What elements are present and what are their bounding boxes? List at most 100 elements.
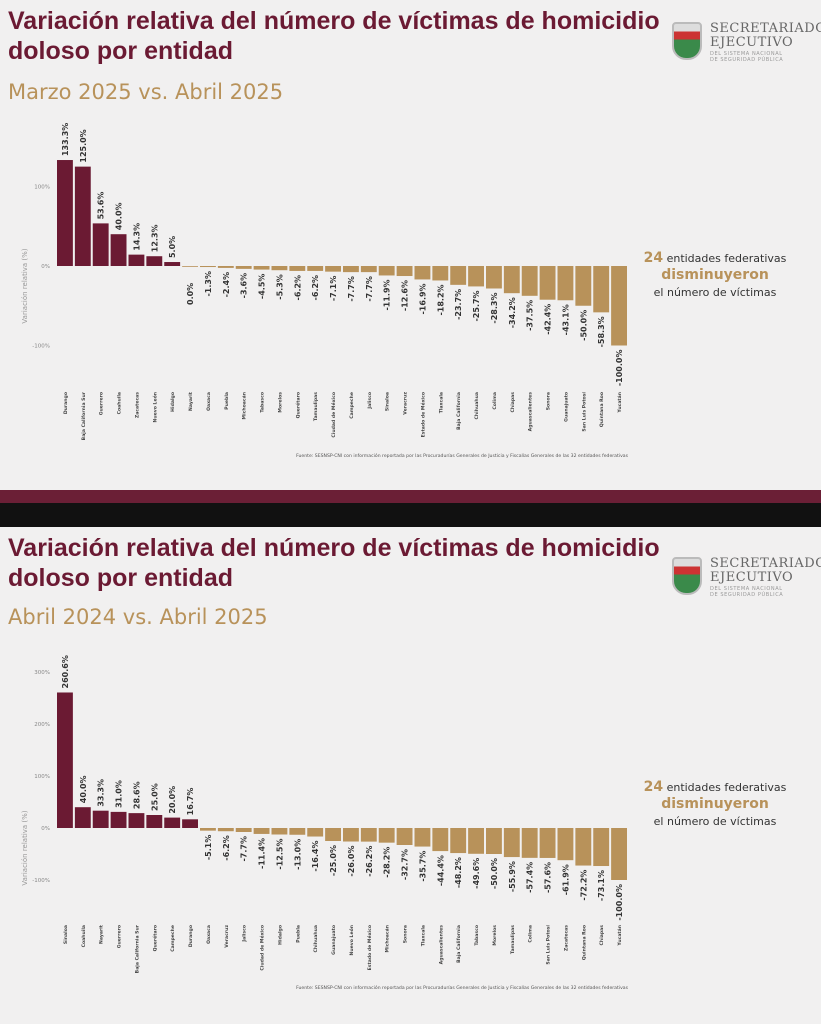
bar-chart: 300% 200% 100% 0% -100%Variación relativa (%…	[21, 655, 629, 991]
logo-text: SECRETARIADO	[710, 21, 821, 36]
bar	[253, 266, 270, 270]
note-text: el número de víctimas	[653, 815, 777, 828]
category-label: Baja California Sur	[134, 924, 140, 973]
value-label: 25.0%	[150, 783, 159, 811]
value-label: 125.0%	[79, 129, 88, 162]
value-label: -6.2%	[293, 275, 302, 301]
divider-band	[0, 490, 821, 503]
category-label: Nayarit	[188, 391, 194, 411]
bar	[521, 828, 538, 858]
value-label: -32.7%	[401, 849, 410, 880]
value-label: -5.3%	[275, 274, 284, 300]
bar	[611, 828, 627, 880]
value-label: -7.1%	[329, 276, 338, 302]
value-label: -7.7%	[365, 276, 374, 302]
category-label: Puebla	[224, 392, 230, 410]
category-label: Estado de México	[419, 392, 426, 437]
value-label: 16.7%	[186, 788, 195, 816]
value-label: -57.6%	[544, 862, 553, 893]
bar	[396, 266, 413, 277]
category-label: Sinaloa	[63, 925, 69, 944]
bar	[74, 807, 91, 828]
value-label: -34.2%	[508, 297, 517, 328]
bar	[432, 266, 449, 281]
note-text: entidades federativas	[666, 781, 787, 794]
logo-text: EJECUTIVO	[710, 570, 794, 585]
note-text: el número de víctimas	[653, 286, 777, 299]
bar	[235, 828, 252, 833]
summary-note: 24 entidades federativas disminuyeron el…	[630, 779, 800, 830]
bar	[57, 692, 73, 828]
value-label: -7.7%	[347, 276, 356, 302]
y-axis-label: Variación relativa (%)	[21, 248, 29, 323]
category-label: Hidalgo	[170, 392, 176, 412]
value-label: 12.3%	[150, 224, 159, 252]
bar	[539, 266, 556, 300]
category-label: Guerrero	[99, 392, 105, 415]
shield-icon	[672, 557, 702, 595]
bar	[414, 266, 431, 280]
value-label: -49.6%	[472, 858, 481, 889]
category-label: Durango	[188, 925, 194, 947]
bar	[343, 266, 359, 273]
source-note: Fuente: SESNSP-CNI con información repor…	[296, 452, 628, 459]
value-label: -58.3%	[597, 316, 606, 347]
value-label: -100.0%	[615, 884, 624, 921]
category-label: Morelos	[277, 392, 283, 413]
bar	[200, 828, 216, 831]
value-label: 28.6%	[132, 781, 141, 809]
count: 24	[643, 779, 664, 795]
bar	[325, 828, 341, 841]
bar	[468, 828, 484, 854]
category-label: Tabasco	[260, 392, 266, 413]
bar	[92, 223, 109, 266]
value-label: -50.0%	[490, 858, 499, 889]
value-label: -12.6%	[401, 280, 410, 311]
bar	[593, 828, 610, 867]
category-label: Yucatán	[616, 925, 623, 947]
slide-year-comparison: Variación relativa del número de víctima…	[0, 527, 821, 1024]
category-label: Aguascalientes	[528, 392, 534, 432]
value-label: -4.5%	[258, 274, 267, 300]
logo-text: DEL SISTEMA NACIONAL	[710, 586, 783, 592]
bar	[557, 266, 574, 301]
category-label: San Luis Potosí	[545, 925, 552, 965]
logo-text: EJECUTIVO	[710, 35, 794, 50]
bar	[146, 256, 163, 266]
bar	[450, 266, 467, 285]
category-label: Tamaulipas	[510, 925, 516, 954]
logo-text: DE SEGURIDAD PÚBLICA	[710, 592, 784, 598]
category-label: Aguascalientes	[438, 925, 444, 965]
value-label: 133.3%	[61, 123, 70, 156]
source-note: Fuente: SESNSP-CNI con información repor…	[296, 984, 628, 991]
bar	[593, 266, 610, 313]
bar	[110, 234, 127, 266]
value-label: -16.4%	[311, 841, 320, 872]
value-label: 14.3%	[132, 223, 141, 251]
value-label: -42.4%	[544, 304, 553, 335]
bar	[271, 266, 288, 271]
bar	[468, 266, 484, 287]
bar	[200, 266, 216, 268]
chart-title: Variación relativa del número de víctima…	[8, 534, 660, 592]
value-label: 40.0%	[115, 202, 124, 230]
value-label: -72.2%	[579, 870, 588, 901]
bar	[450, 828, 467, 854]
value-label: 33.3%	[97, 779, 106, 807]
bar	[575, 828, 592, 866]
bar	[92, 810, 109, 828]
category-label: Zacatecas	[134, 392, 140, 418]
bar	[486, 828, 502, 854]
shield-icon	[672, 22, 702, 60]
bar	[110, 811, 127, 828]
value-label: 5.0%	[168, 236, 177, 258]
category-label: Coahuila	[117, 392, 123, 414]
bar	[253, 828, 270, 834]
category-label: Veracruz	[403, 392, 409, 415]
category-label: Jalisco	[367, 392, 373, 410]
category-label: San Luis Potosí	[580, 392, 587, 432]
category-label: Tlaxcala	[438, 392, 444, 413]
y-tick-label: 0%	[41, 826, 50, 832]
logo-text: SECRETARIADO	[710, 556, 821, 571]
bar	[378, 828, 395, 843]
